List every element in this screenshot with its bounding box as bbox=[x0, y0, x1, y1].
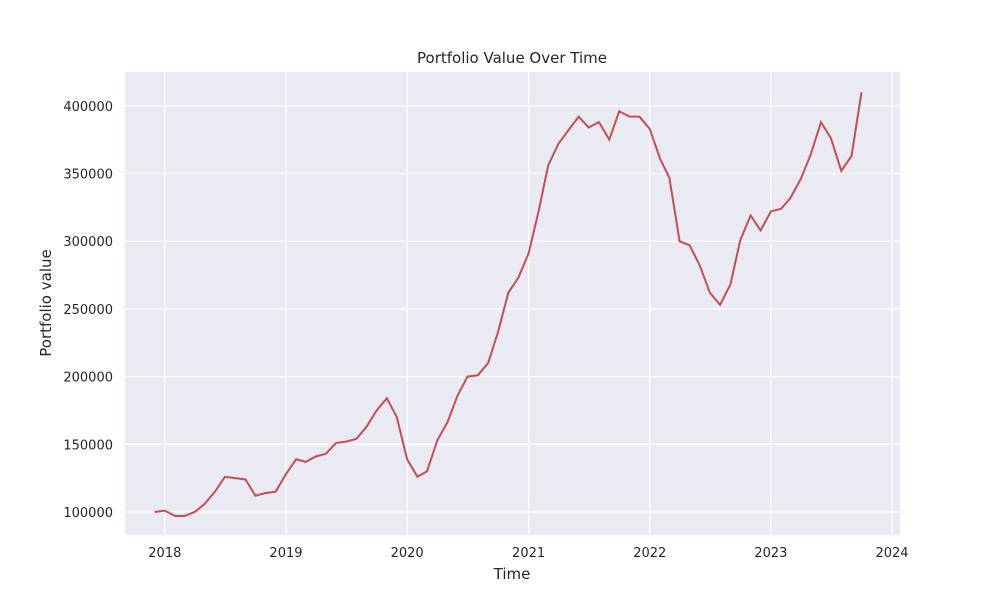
x-tick-label: 2023 bbox=[754, 546, 787, 561]
x-tick-label: 2022 bbox=[633, 546, 666, 561]
y-axis-label: Portfolio value bbox=[37, 249, 55, 356]
x-tick-label: 2020 bbox=[391, 546, 424, 561]
y-tick-label: 300000 bbox=[63, 235, 113, 250]
y-tick-label: 150000 bbox=[63, 438, 113, 453]
tick-labels: 2018 2019 2020 2021 2022 2023 2024 100000 150000… bbox=[63, 100, 908, 561]
plot-area bbox=[125, 72, 900, 535]
y-tick-label: 200000 bbox=[63, 371, 113, 386]
y-tick-label: 400000 bbox=[63, 100, 113, 115]
y-tick-label: 100000 bbox=[63, 506, 113, 521]
x-axis-label: Time bbox=[493, 565, 531, 583]
grid-lines bbox=[125, 72, 900, 535]
x-tick-label: 2018 bbox=[148, 546, 181, 561]
y-tick-label: 250000 bbox=[63, 303, 113, 318]
x-tick-label: 2021 bbox=[512, 546, 545, 561]
y-tick-label: 350000 bbox=[63, 168, 113, 183]
x-tick-label: 2024 bbox=[875, 546, 908, 561]
series-line bbox=[154, 92, 863, 518]
chart-title: Portfolio Value Over Time bbox=[417, 49, 607, 67]
x-tick-label: 2019 bbox=[269, 546, 302, 561]
